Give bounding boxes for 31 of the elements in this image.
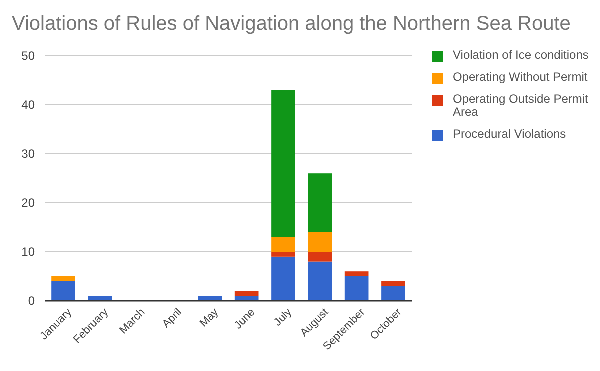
bar [88,296,112,301]
y-tick-label: 40 [22,98,36,112]
bar [272,252,296,257]
bar [234,296,259,301]
bar [198,296,222,301]
bar [272,90,296,238]
bar [52,281,76,301]
bar [308,174,332,232]
x-tick-label: July [272,306,295,329]
y-tick-label: 10 [22,244,36,259]
bar [344,276,369,301]
legend-label: Operating Outside Permit Area [453,92,590,120]
bar [344,272,369,276]
bar [308,252,332,262]
legend-label: Operating Without Permit [453,70,588,84]
y-tick-label: 50 [22,48,36,63]
bar [382,281,406,286]
y-tick-label: 30 [22,146,36,161]
legend-label: Procedural Violations [453,127,566,142]
y-tick-label: 0 [28,294,36,308]
chart-title: Violations of Rules of Navigation along the Northern Sea Route [12,13,571,35]
bar [272,256,296,301]
legend-label: Violation of Ice conditions [453,48,589,62]
bar [52,276,76,282]
bar [272,237,296,252]
bar [308,232,332,252]
bar [382,286,406,301]
y-tick-label: 20 [22,196,36,210]
bar [308,262,332,301]
bar [234,291,259,296]
x-tick-label: May [198,306,222,330]
